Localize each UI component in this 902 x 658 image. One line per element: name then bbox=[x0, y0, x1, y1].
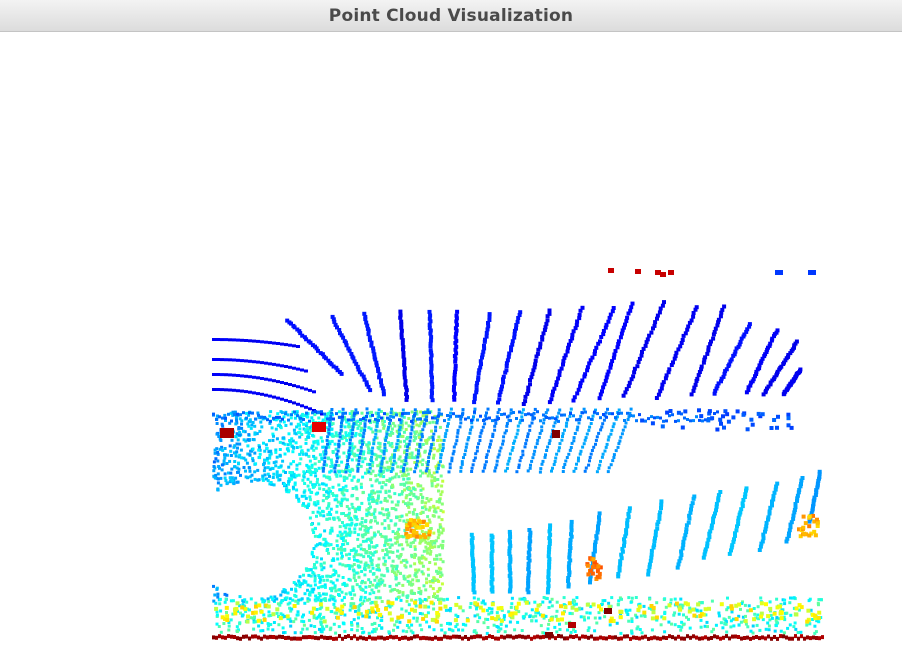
point-cloud-points bbox=[212, 268, 824, 641]
point-cloud-canvas[interactable] bbox=[0, 32, 902, 658]
window-title: Point Cloud Visualization bbox=[328, 5, 574, 26]
visualization-viewport[interactable] bbox=[0, 32, 902, 658]
title-bar[interactable]: Point Cloud Visualization bbox=[0, 0, 902, 32]
